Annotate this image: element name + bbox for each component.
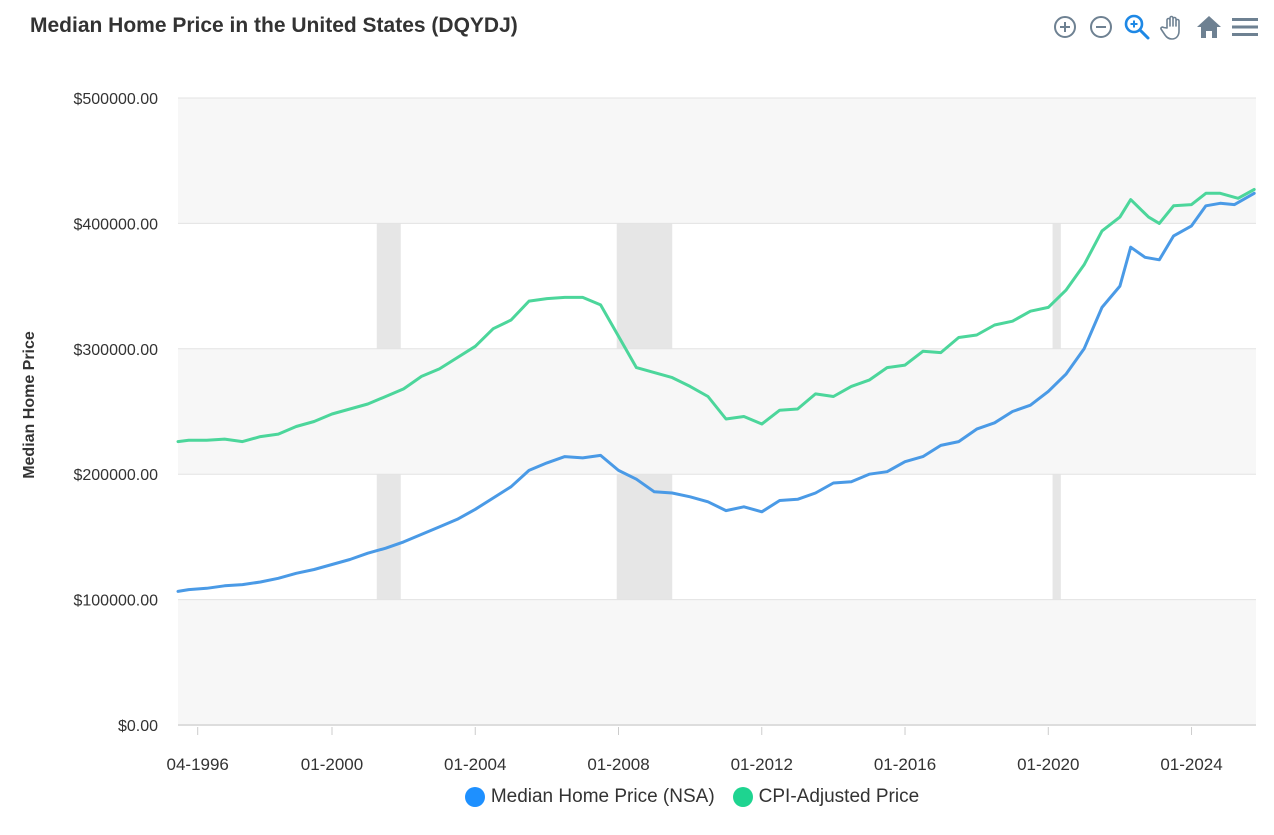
zoom-out-icon xyxy=(1090,16,1112,38)
legend-marker-nsa xyxy=(464,787,485,807)
x-axis: 04-1996 01-2000 01-2004 01-2008 01-2012 01-20… xyxy=(167,727,1223,774)
chart-title: Median Home Price in the United States (… xyxy=(30,14,518,37)
menu-icon xyxy=(1232,18,1258,36)
x-tick-label: 01-2004 xyxy=(444,755,506,774)
y-axis-title: Median Home Price xyxy=(21,331,38,479)
zoom-in-icon xyxy=(1054,16,1076,38)
legend-label-cpi: CPI-Adjusted Price xyxy=(758,786,920,807)
grid-row-band xyxy=(178,599,1256,725)
grid-row-band xyxy=(178,98,1256,224)
chart-toolbar xyxy=(1050,12,1260,42)
y-tick-label: $400000.00 xyxy=(73,216,158,233)
pan-hand-icon xyxy=(1160,15,1180,40)
y-axis-labels: $0.00 $100000.00 $200000.00 $300000.00 $4000… xyxy=(73,91,158,735)
x-tick-label: 01-2008 xyxy=(587,755,649,774)
menu-button[interactable] xyxy=(1230,12,1260,42)
x-tick-label: 01-2012 xyxy=(731,755,793,774)
series-line-cpi-adjusted-price[interactable] xyxy=(176,188,1256,444)
series-lines xyxy=(176,188,1256,593)
y-tick-label: $500000.00 xyxy=(73,91,158,108)
reset-zoom-button[interactable] xyxy=(1194,12,1224,42)
legend-label-nsa: Median Home Price (NSA) xyxy=(490,786,715,807)
legend-marker-cpi xyxy=(732,787,753,807)
zoom-out-button[interactable] xyxy=(1086,12,1116,42)
home-icon xyxy=(1197,16,1221,38)
series-line-median-home-price[interactable] xyxy=(176,191,1256,593)
x-tick-label: 01-2020 xyxy=(1017,755,1079,774)
y-tick-label: $300000.00 xyxy=(73,342,158,359)
legend: Median Home Price (NSA) CPI-Adjusted Pri… xyxy=(0,786,1274,808)
selection-zoom-button[interactable] xyxy=(1122,12,1152,42)
y-tick-label: $0.00 xyxy=(118,718,158,735)
selection-zoom-icon xyxy=(1124,14,1150,40)
line-chart: $0.00 $100000.00 $200000.00 $300000.00 $4000… xyxy=(21,91,1256,774)
zoom-in-button[interactable] xyxy=(1050,12,1080,42)
legend-item-cpi[interactable]: CPI-Adjusted Price xyxy=(732,786,920,808)
y-tick-label: $100000.00 xyxy=(73,593,158,610)
x-tick-label: 01-2016 xyxy=(874,755,936,774)
pan-button[interactable] xyxy=(1158,12,1188,42)
x-tick-label: 01-2000 xyxy=(301,755,363,774)
grid-row-band xyxy=(178,348,1256,475)
gridlines xyxy=(178,97,1256,726)
legend-item-nsa[interactable]: Median Home Price (NSA) xyxy=(355,786,715,808)
x-tick-label: 01-2024 xyxy=(1160,755,1222,774)
y-tick-label: $200000.00 xyxy=(73,467,158,484)
x-tick-label: 04-1996 xyxy=(167,755,229,774)
